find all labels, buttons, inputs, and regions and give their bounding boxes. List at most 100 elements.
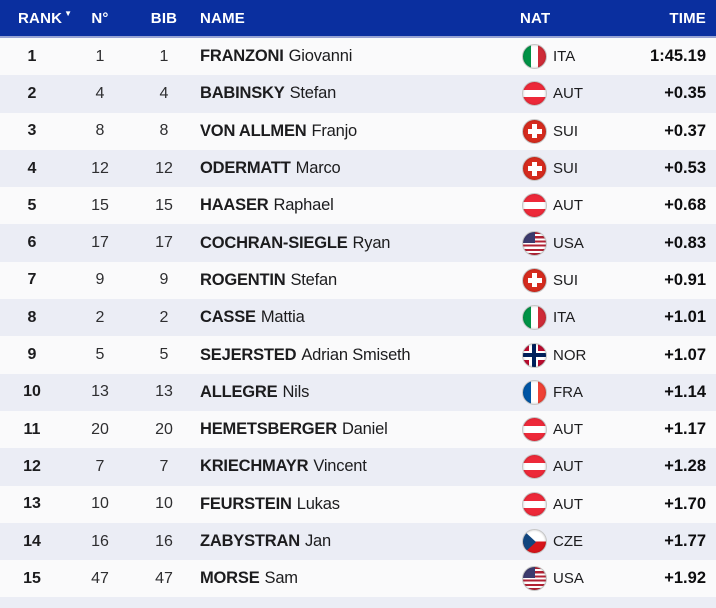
time-value: +0.91 xyxy=(664,270,706,289)
result-row[interactable]: 7 9 9 ROGENTIN Stefan SUI +0.91 xyxy=(0,261,716,300)
nationality-cell: AUT xyxy=(520,193,616,219)
start-number-value: 9 xyxy=(95,271,105,289)
time-value: +1.14 xyxy=(664,382,706,401)
result-row[interactable]: 15 47 47 MORSE Sam USA +1.92 xyxy=(0,560,716,598)
athlete-firstname: Nils xyxy=(282,382,310,401)
start-number-value: 1 xyxy=(95,47,105,65)
rank-value: 14 xyxy=(23,532,41,550)
nat-code: AUT xyxy=(553,421,583,439)
result-row[interactable]: 10 13 13 ALLEGRE Nils FRA +1.14 xyxy=(0,373,716,411)
start-number-value: 4 xyxy=(95,84,105,102)
athlete-lastname: ZABYSTRAN xyxy=(200,532,300,550)
nat-code: SUI xyxy=(553,122,579,140)
athlete-lastname: CASSE xyxy=(200,308,256,327)
rank-value: 13 xyxy=(23,495,41,513)
nationality-cell: USA xyxy=(520,230,616,256)
rank-value: 15 xyxy=(23,569,41,587)
rank-value: 4 xyxy=(27,159,37,177)
nat-code: FRA xyxy=(553,383,583,401)
athlete-lastname: MORSE xyxy=(200,569,260,588)
nat-code: AUT xyxy=(553,495,583,513)
time-value: +0.35 xyxy=(664,84,706,103)
bib-value: 17 xyxy=(155,234,173,252)
nationality-cell: NOR xyxy=(520,342,616,368)
start-number-header-label: N° xyxy=(91,9,109,27)
time-value: +1.92 xyxy=(664,569,706,588)
nat-code: ITA xyxy=(553,48,576,66)
start-number-value: 8 xyxy=(95,122,105,140)
result-row[interactable]: 12 7 7 KRIECHMAYR Vincent AUT +1.28 xyxy=(0,448,716,486)
athlete-firstname: Vincent xyxy=(313,457,367,476)
athlete-firstname: Stefan xyxy=(289,84,337,103)
bib-value: 8 xyxy=(159,122,169,140)
athlete-firstname: Daniel xyxy=(341,420,388,439)
nat-header-label: NAT xyxy=(520,9,551,27)
nationality-cell: SUI xyxy=(520,118,616,144)
result-row[interactable]: 8 2 2 CASSE Mattia ITA +1.01 xyxy=(0,299,716,337)
nationality-cell: ITA xyxy=(520,305,616,331)
nationality-cell: AUT xyxy=(520,417,616,443)
table-header: RANK ▼ N° BIB NAME NAT TIME xyxy=(0,0,716,38)
athlete-firstname: Mattia xyxy=(260,308,305,327)
flag-sui-icon xyxy=(522,156,547,182)
athlete-lastname: ROGENTIN xyxy=(200,270,286,289)
athlete-name: VON ALLMEN Franjo xyxy=(192,122,520,141)
time-value: 1:45.19 xyxy=(650,47,706,66)
nat-code: AUT xyxy=(553,85,583,103)
nationality-cell: ITA xyxy=(520,44,616,70)
result-row[interactable]: 9 5 5 SEJERSTED Adrian Smiseth NOR +1.07 xyxy=(0,336,716,374)
result-row[interactable]: 13 10 10 FEURSTEIN Lukas AUT +1.70 xyxy=(0,485,716,523)
column-header-time: TIME xyxy=(616,10,716,27)
time-value: +1.70 xyxy=(664,494,706,513)
athlete-firstname: Marco xyxy=(295,159,341,178)
bib-value: 7 xyxy=(159,457,169,475)
rank-value: 11 xyxy=(23,420,41,438)
time-value: +0.68 xyxy=(664,196,706,215)
athlete-lastname: VON ALLMEN xyxy=(200,121,307,140)
rank-value: 9 xyxy=(27,346,37,364)
start-number-value: 5 xyxy=(95,346,105,364)
athlete-name: COCHRAN-SIEGLE Ryan xyxy=(192,234,520,253)
nat-code: SUI xyxy=(553,160,579,178)
flag-aut-icon xyxy=(522,454,547,480)
start-number-value: 13 xyxy=(91,383,109,401)
athlete-firstname: Stefan xyxy=(290,270,337,289)
rank-value: 3 xyxy=(27,122,37,140)
result-row[interactable]: 6 17 17 COCHRAN-SIEGLE Ryan USA +0.83 xyxy=(0,224,716,262)
start-number-value: 17 xyxy=(91,234,109,252)
athlete-lastname: ALLEGRE xyxy=(200,382,278,401)
result-row[interactable]: 11 20 20 HEMETSBERGER Daniel AUT +1.17 xyxy=(0,410,716,449)
nationality-cell: FRA xyxy=(520,379,616,405)
athlete-name: FEURSTEIN Lukas xyxy=(192,495,520,514)
bib-value: 9 xyxy=(159,271,169,289)
flag-ita-icon xyxy=(522,44,547,70)
result-row[interactable]: 3 8 8 VON ALLMEN Franjo SUI +0.37 xyxy=(0,112,716,150)
bib-value: 20 xyxy=(155,420,173,438)
partial-next-row xyxy=(0,597,716,608)
athlete-lastname: HEMETSBERGER xyxy=(200,420,337,439)
result-row[interactable]: 1 1 1 FRANZONI Giovanni ITA 1:45.19 xyxy=(0,38,716,76)
bib-value: 1 xyxy=(159,47,169,65)
athlete-name: SEJERSTED Adrian Smiseth xyxy=(192,346,520,365)
nat-code: NOR xyxy=(553,346,587,364)
flag-aut-icon xyxy=(522,81,547,107)
result-row[interactable]: 14 16 16 ZABYSTRAN Jan CZE +1.77 xyxy=(0,522,716,561)
column-header-rank[interactable]: RANK ▼ xyxy=(0,9,72,27)
rank-header-label: RANK xyxy=(18,9,63,27)
bib-value: 12 xyxy=(155,159,173,177)
nat-code: CZE xyxy=(553,533,583,550)
nationality-cell: SUI xyxy=(520,156,616,182)
bib-value: 2 xyxy=(159,308,169,326)
time-value: +1.28 xyxy=(664,457,706,476)
rank-value: 8 xyxy=(27,308,37,326)
flag-usa-icon xyxy=(522,230,547,256)
flag-cze-icon xyxy=(522,529,547,554)
athlete-firstname: Lukas xyxy=(296,494,340,513)
result-row[interactable]: 2 4 4 BABINSKY Stefan AUT +0.35 xyxy=(0,75,716,113)
time-value: +0.83 xyxy=(664,233,706,252)
nationality-cell: USA xyxy=(520,566,616,592)
table-body: 1 1 1 FRANZONI Giovanni ITA 1:45.19 2 4 4… xyxy=(0,38,716,598)
result-row[interactable]: 5 15 15 HAASER Raphael AUT +0.68 xyxy=(0,187,716,225)
column-header-bib: BIB xyxy=(136,10,192,27)
result-row[interactable]: 4 12 12 ODERMATT Marco SUI +0.53 xyxy=(0,149,716,188)
